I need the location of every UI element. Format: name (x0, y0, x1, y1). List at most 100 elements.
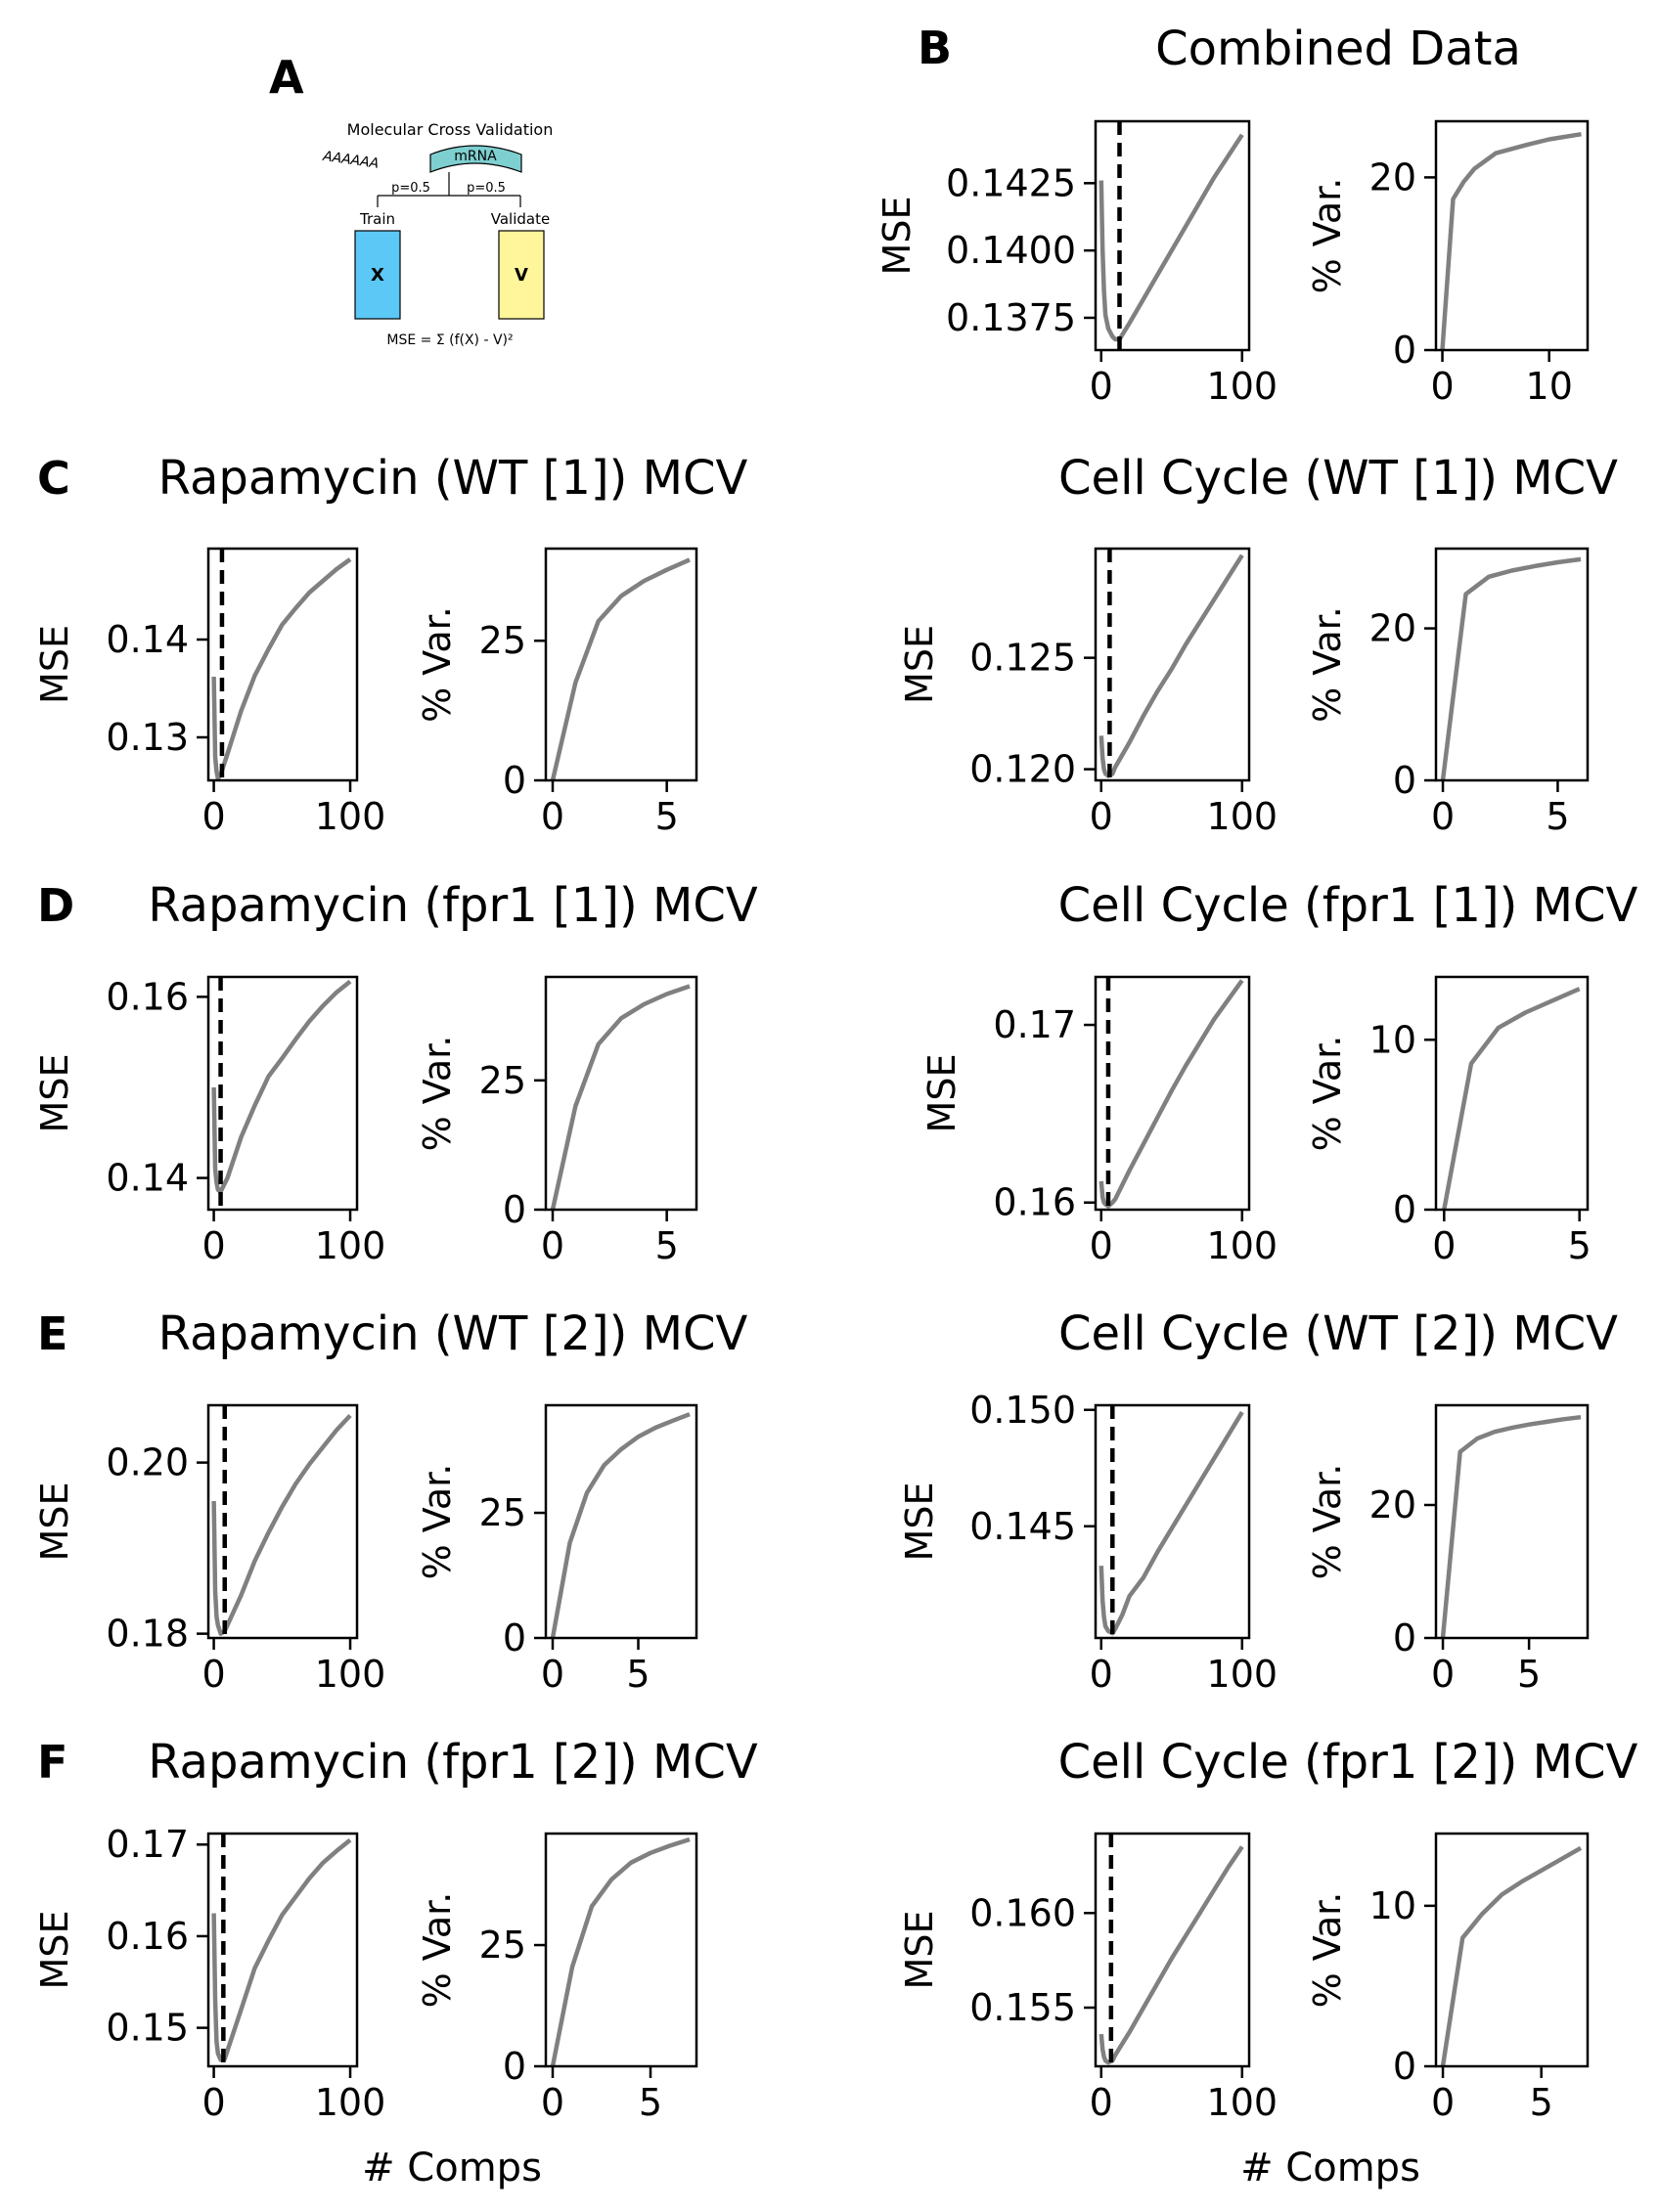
chart-8-var-axes: 0 5 0 10 % Var. (1306, 1832, 1590, 2124)
chart-5-var-ylabel: % Var. (416, 1464, 459, 1580)
chart-6-var-ytick-label: 0 (1393, 1616, 1416, 1659)
chart-0-mse-ylabel: MSE (875, 197, 919, 276)
xlabel-right: # Comps (1240, 2146, 1420, 2190)
chart-7-var-ylabel: % Var. (416, 1892, 459, 2009)
chart-1-var-line (550, 557, 691, 781)
chart-7-mse-ylabel: MSE (33, 1911, 76, 1990)
chart-1-mse-frame (206, 547, 359, 782)
chart-7-var-ytick-label: 0 (503, 2045, 526, 2088)
chart-6-var-xtick-label: 0 (1431, 1653, 1455, 1696)
chart-8-var-xtick-label: 0 (1431, 2081, 1455, 2124)
panel-letter-d: D (37, 879, 74, 932)
chart-8-mse-ytick-label: 0.160 (969, 1891, 1076, 1934)
mrna-label: mRNA (454, 149, 497, 164)
chart-7-mse-ytick-label: 0.15 (106, 2007, 189, 2050)
chart-4-var-ylabel: % Var. (1306, 1036, 1349, 1152)
chart-5-var-ytick-label: 0 (503, 1616, 526, 1659)
chart-6-mse-xtick-label: 100 (1207, 1653, 1278, 1696)
chart-0-mse-ytick-label: 0.1400 (946, 229, 1076, 272)
train-box (354, 230, 401, 320)
chart-0-mse-ytick-label: 0.1375 (946, 296, 1076, 339)
chart-6-mse-axes: 0 100 0.145 0.150 MSE (898, 1389, 1278, 1696)
chart-8-mse-xtick-label: 0 (1090, 2081, 1113, 2124)
chart-5-mse-ytick-label: 0.20 (106, 1441, 189, 1484)
mcv-schematic: Molecular Cross Validation AAAAAA mRNA p… (321, 120, 553, 348)
chart-title-cc-fpr1-2: Cell Cycle (fpr1 [2]) MCV (1058, 1735, 1638, 1790)
chart-8-mse-ytick-label: 0.155 (969, 1986, 1076, 2029)
chart-4-mse-frame (1094, 975, 1251, 1212)
validate-label: Validate (491, 210, 550, 228)
chart-3-mse-line (211, 979, 352, 1194)
chart-1-var-frame (544, 547, 698, 782)
chart-0-var-xtick-label: 0 (1430, 365, 1454, 408)
chart-title-rapa-wt2: Rapamycin (WT [2]) MCV (158, 1306, 748, 1361)
chart-title-rapa-fpr1-1: Rapamycin (fpr1 [1]) MCV (148, 878, 758, 933)
chart-title-combined: Combined Data (1155, 22, 1521, 76)
chart-2-mse-ylabel: MSE (898, 625, 941, 704)
chart-6-mse-line (1099, 1410, 1244, 1636)
chart-0-mse-line (1099, 133, 1244, 342)
chart-4-var-ytick-label: 10 (1369, 1018, 1416, 1061)
chart-5-mse-ytick-label: 0.18 (106, 1613, 189, 1656)
chart-2-mse-xtick-label: 0 (1090, 795, 1113, 838)
chart-4-var-xtick-label: 0 (1432, 1224, 1456, 1267)
chart-0-mse-xtick-label: 0 (1090, 365, 1113, 408)
chart-2-var-frame (1434, 547, 1590, 782)
chart-5-mse-ylabel: MSE (33, 1482, 76, 1562)
panel-letter-a: A (269, 51, 304, 104)
chart-2-mse-ytick-label: 0.120 (969, 748, 1076, 791)
chart-5-var-ytick-label: 25 (479, 1491, 526, 1534)
chart-7-mse-ytick-label: 0.16 (106, 1915, 189, 1958)
chart-3-var-axes: 0 5 0 25 % Var. (416, 975, 698, 1267)
chart-2-var-ylabel: % Var. (1306, 606, 1349, 723)
chart-1-mse-ylabel: MSE (33, 625, 76, 704)
chart-5-mse-line (211, 1413, 352, 1636)
panel-letter-e: E (37, 1307, 67, 1360)
validate-matrix-letter: V (515, 265, 528, 286)
panel-letter-c: C (37, 452, 70, 505)
chart-8-mse-ylabel: MSE (898, 1911, 941, 1990)
chart-7-var-ytick-label: 25 (479, 1924, 526, 1967)
chart-2-var-ytick-label: 0 (1393, 759, 1416, 802)
chart-1-var-xtick-label: 5 (655, 795, 679, 838)
chart-8-var-ytick-label: 0 (1393, 2045, 1416, 2088)
chart-8-var-ylabel: % Var. (1306, 1892, 1349, 2009)
chart-4-var-line (1442, 987, 1581, 1211)
chart-3-var-xtick-label: 0 (541, 1224, 564, 1267)
chart-3-var-line (550, 984, 691, 1211)
chart-2-var-xtick-label: 0 (1431, 795, 1455, 838)
chart-8-mse-axes: 0 100 0.155 0.160 MSE (898, 1832, 1278, 2124)
chart-1-mse-xtick-label: 100 (315, 795, 386, 838)
chart-5-var-xtick-label: 0 (541, 1653, 564, 1696)
chart-7-var-xtick-label: 5 (639, 2081, 662, 2124)
chart-6-mse-ytick-label: 0.145 (969, 1505, 1076, 1548)
chart-3-var-xtick-label: 5 (655, 1224, 679, 1267)
chart-0-mse-xtick-label: 100 (1207, 365, 1278, 408)
chart-3-mse-ytick-label: 0.14 (106, 1157, 189, 1200)
chart-4-var-ytick-label: 0 (1393, 1188, 1416, 1231)
chart-8-mse-line (1099, 1845, 1244, 2065)
chart-0-var-frame (1434, 119, 1590, 352)
chart-2-var-ytick-label: 20 (1369, 607, 1416, 650)
chart-4-mse-ylabel: MSE (920, 1054, 964, 1133)
chart-1-var-xtick-label: 0 (541, 795, 564, 838)
chart-6-var-xtick-label: 5 (1517, 1653, 1541, 1696)
chart-8-var-line (1440, 1845, 1583, 2067)
panel-letter-f: F (37, 1736, 67, 1789)
chart-1-mse-ytick-label: 0.13 (106, 716, 189, 759)
chart-7-mse-xtick-label: 100 (315, 2081, 386, 2124)
chart-5-var-xtick-label: 5 (626, 1653, 650, 1696)
chart-0-var-xtick-label: 10 (1526, 365, 1573, 408)
chart-1-mse-xtick-label: 0 (202, 795, 225, 838)
chart-2-mse-axes: 0 100 0.120 0.125 MSE (898, 547, 1278, 838)
chart-3-mse-axes: 0 100 0.14 0.16 MSE (33, 975, 385, 1267)
chart-0-mse-frame (1094, 119, 1251, 352)
split-prob-left: p=0.5 (391, 181, 430, 196)
chart-3-mse-xtick-label: 100 (315, 1224, 386, 1267)
chart-2-mse-ytick-label: 0.125 (969, 637, 1076, 680)
chart-5-var-line (550, 1412, 691, 1639)
chart-0-mse-ytick-label: 0.1425 (946, 161, 1076, 204)
chart-2-var-axes: 0 5 0 20 % Var. (1306, 547, 1590, 838)
chart-3-mse-xtick-label: 0 (202, 1224, 225, 1267)
